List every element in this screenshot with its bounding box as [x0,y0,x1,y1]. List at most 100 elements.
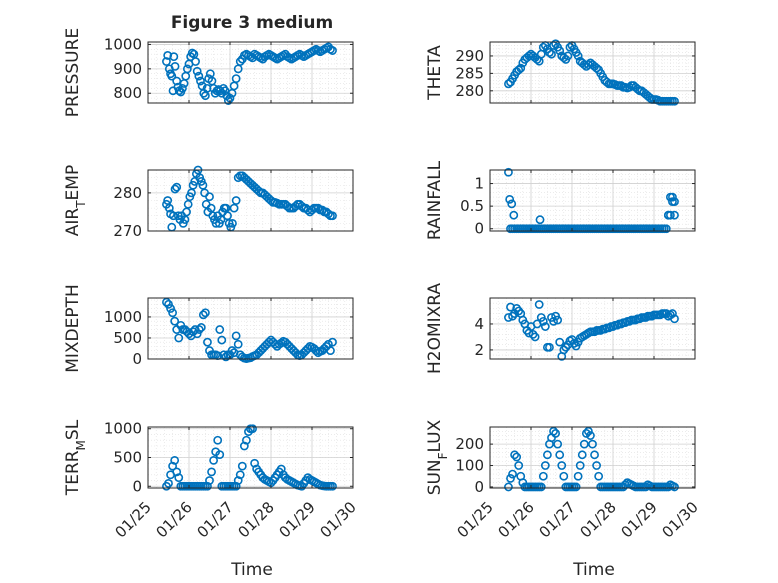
data-point [187,48,197,58]
data-point [215,450,225,460]
data-point [555,46,565,56]
data-point [579,439,589,449]
y-axis-label-h2omixra: H2OMIXRA [425,283,445,374]
data-point [323,209,333,219]
data-point [514,65,524,75]
y-tick-label: 280 [113,184,142,202]
data-point [545,48,554,57]
series-rainfall [504,167,679,234]
data-point [661,224,671,234]
data-point [668,192,677,202]
x-tick-label: 01/28 [235,498,278,541]
subplot-h2omixra: 2 4 H2OMIXRA [425,283,696,374]
data-point [553,439,563,449]
data-point [276,338,286,348]
data-point [231,196,241,205]
data-point [203,337,212,347]
data-point [540,461,550,470]
x-tick-label: 01/25 [454,498,497,541]
data-point [163,51,173,60]
y-tick-label: 0.5 [460,197,484,215]
data-point [592,461,601,470]
data-point [506,302,515,312]
data-point [535,215,545,225]
y-axis-label-mixdepth: MIXDEPTH [63,284,83,373]
data-point [326,346,335,355]
y-tick-label: 2 [474,341,484,359]
data-point [213,435,223,445]
data-point [227,346,237,355]
y-tick-label: 0 [474,220,484,238]
data-point [545,342,554,352]
subplot-rainfall: 0 0.5 1 RAINFALL [425,160,696,240]
series-mixdepth [162,297,337,363]
subplot-pressure: 800 900 1000 PRESSURE [63,28,354,117]
data-point [559,471,569,481]
data-point [504,313,513,322]
data-point [588,439,597,449]
data-point [168,308,177,318]
data-point [551,429,560,438]
data-point [547,49,556,59]
y-tick-label: 200 [455,435,484,453]
data-point [573,51,583,61]
data-point [536,482,546,492]
data-point [668,309,677,318]
y-axis-label-theta: THETA [425,45,445,101]
data-point [237,461,247,471]
y-tick-label: 0 [132,477,142,495]
data-point [162,57,171,66]
y-tick-label: 100 [455,457,484,475]
data-point [543,450,552,460]
data-point [291,201,300,211]
data-point [170,62,180,71]
data-point [196,76,205,86]
y-tick-label: 500 [113,449,142,467]
x-axis-label-right: Time [572,560,615,580]
data-point [505,194,515,204]
data-point [200,308,210,318]
axes-frame [147,297,354,360]
data-point [538,42,548,52]
series-terr-msl [162,424,337,491]
data-point [666,210,675,220]
data-point [164,203,174,213]
data-point [229,81,239,91]
data-point [313,203,323,213]
y-axis-label-terr-msl: TERRMSL [63,419,88,496]
data-point [164,478,173,488]
x-tick-label: 01/26 [153,498,196,541]
x-tick-label: 01/26 [495,498,538,541]
data-point [178,83,187,93]
series-air-temp [162,165,337,232]
data-point [235,57,245,66]
data-point [559,53,569,63]
data-point [174,333,184,343]
data-point [555,450,565,460]
data-point [192,66,202,76]
data-point [235,470,245,480]
y-axis-label-pressure: PRESSURE [63,28,83,117]
x-axis-label-left: Time [230,560,273,580]
data-point [506,473,515,483]
data-point [182,64,192,74]
data-point [670,197,679,207]
data-point [641,482,651,492]
y-tick-label: 290 [455,47,484,65]
data-point [219,350,229,360]
data-point [231,74,241,83]
data-point [233,173,243,183]
data-point [169,211,178,221]
y-tick-label: 0 [132,350,142,368]
data-point [205,476,214,485]
data-point [575,461,585,470]
data-point [207,467,216,477]
data-point [196,323,206,332]
data-point [504,79,513,89]
data-point [586,431,595,440]
x-tick-label: 01/27 [194,498,237,541]
data-point [508,469,517,479]
data-point [577,450,587,460]
data-point [217,335,227,345]
